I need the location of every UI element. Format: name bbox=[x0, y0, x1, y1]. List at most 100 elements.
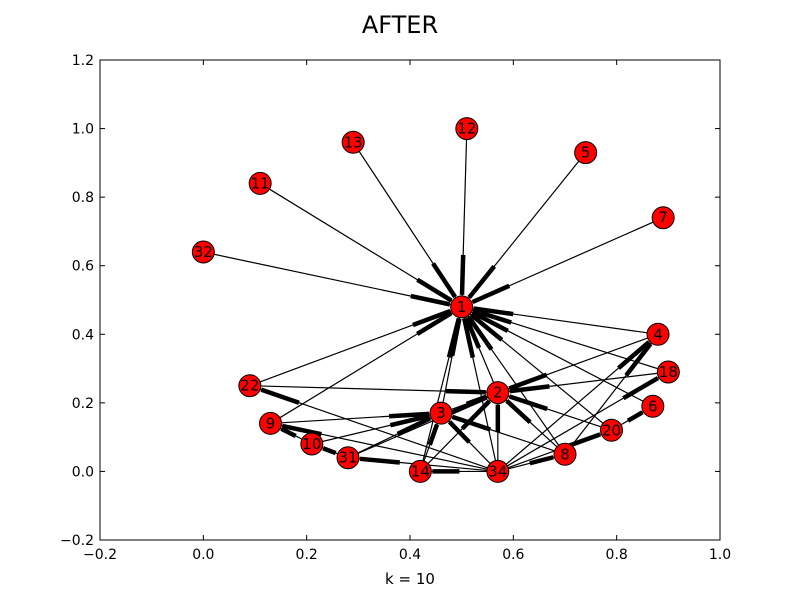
y-tick-label: 1.0 bbox=[72, 122, 94, 138]
x-tick-label: 0.2 bbox=[296, 547, 318, 563]
node-14: 14 bbox=[408, 459, 432, 483]
edge-18-34 bbox=[497, 371, 669, 472]
node-label-18: 18 bbox=[659, 363, 678, 381]
x-tick-label: 1.0 bbox=[709, 547, 731, 563]
axis-ticks: −0.2 0.0 0.2 0.4 0.6 0.8 1.0 −0.2 0.0 0.2 0.4 0.6 0.… bbox=[60, 53, 731, 563]
node-label-22: 22 bbox=[240, 377, 259, 395]
edge-1-6 bbox=[461, 306, 654, 407]
node-10: 10 bbox=[300, 432, 324, 456]
node-circle-20 bbox=[600, 418, 623, 442]
node-circle-12 bbox=[455, 117, 479, 141]
x-axis-label: k = 10 bbox=[385, 570, 435, 588]
node-label-12: 12 bbox=[457, 120, 476, 138]
node-label-1: 1 bbox=[457, 298, 467, 316]
edge-3-10 bbox=[311, 412, 442, 445]
node-11: 11 bbox=[248, 171, 272, 195]
edge-1-32 bbox=[203, 251, 462, 308]
node-circle-7 bbox=[651, 206, 675, 230]
x-tick-label: 0.0 bbox=[192, 547, 214, 563]
edge-1-22 bbox=[249, 306, 462, 387]
edge-22-34 bbox=[249, 385, 499, 472]
edge-2-18 bbox=[497, 371, 669, 394]
y-tick-label: 1.2 bbox=[72, 53, 94, 69]
node-32: 32 bbox=[191, 240, 215, 264]
edge-1-12 bbox=[459, 128, 468, 307]
node-label-20: 20 bbox=[602, 421, 621, 439]
edge-3-8 bbox=[440, 412, 566, 455]
node-12: 12 bbox=[455, 117, 479, 141]
edge-9-34 bbox=[270, 422, 498, 473]
node-13: 13 bbox=[341, 130, 365, 154]
edge-1-11 bbox=[259, 182, 462, 308]
node-circle-22 bbox=[238, 374, 262, 398]
node-8: 8 bbox=[553, 442, 577, 466]
node-6: 6 bbox=[641, 394, 665, 418]
x-tick-label: −0.2 bbox=[83, 547, 117, 563]
node-circle-34 bbox=[486, 459, 510, 483]
edge-2-31 bbox=[347, 392, 499, 459]
node-label-5: 5 bbox=[581, 144, 591, 162]
node-label-3: 3 bbox=[436, 404, 446, 422]
node-label-2: 2 bbox=[493, 384, 503, 402]
edge-4-34 bbox=[497, 333, 659, 472]
edge-1-14 bbox=[419, 306, 463, 472]
node-circle-18 bbox=[656, 360, 680, 384]
edge-2-20 bbox=[497, 392, 612, 431]
figure-title: AFTER bbox=[362, 11, 438, 39]
edge-3-34 bbox=[440, 412, 499, 472]
y-tick-label: 0.8 bbox=[72, 190, 94, 206]
edge-1-34 bbox=[461, 306, 499, 472]
edge-2-22 bbox=[249, 385, 498, 395]
edge-1-7 bbox=[461, 217, 664, 308]
edge-1-4 bbox=[461, 306, 659, 335]
node-31: 31 bbox=[336, 446, 360, 470]
edge-8-34 bbox=[497, 453, 566, 473]
node-circle-5 bbox=[574, 141, 598, 165]
edge-1-8 bbox=[461, 306, 566, 455]
node-7: 7 bbox=[651, 206, 675, 230]
node-label-34: 34 bbox=[488, 462, 507, 480]
node-circle-31 bbox=[336, 446, 360, 470]
edge-2-8 bbox=[497, 392, 566, 455]
node-circle-32 bbox=[191, 240, 215, 264]
node-circle-1 bbox=[450, 295, 474, 319]
node-9: 9 bbox=[259, 411, 282, 435]
edge-1-18 bbox=[461, 306, 669, 373]
node-circle-3 bbox=[429, 401, 453, 425]
y-tick-label: 0.4 bbox=[72, 327, 94, 343]
x-tick-label: 0.6 bbox=[502, 547, 524, 563]
y-tick-label: 0.2 bbox=[72, 396, 94, 412]
node-label-31: 31 bbox=[338, 449, 357, 467]
edges-layer bbox=[203, 128, 669, 474]
node-4: 4 bbox=[646, 322, 670, 346]
node-label-10: 10 bbox=[302, 435, 321, 453]
node-2: 2 bbox=[486, 381, 510, 405]
node-circle-9 bbox=[259, 411, 282, 435]
node-20: 20 bbox=[600, 418, 623, 442]
edge-1-2 bbox=[461, 306, 499, 393]
node-circle-13 bbox=[341, 130, 365, 154]
node-circle-14 bbox=[408, 459, 432, 483]
node-circle-11 bbox=[248, 171, 272, 195]
edge-4-8 bbox=[564, 333, 659, 455]
node-label-11: 11 bbox=[251, 174, 270, 192]
edge-3-9 bbox=[270, 411, 442, 425]
node-label-6: 6 bbox=[648, 397, 658, 415]
x-tick-label: 0.8 bbox=[606, 547, 628, 563]
node-5: 5 bbox=[574, 141, 598, 165]
y-tick-label: 0.0 bbox=[72, 464, 94, 480]
node-label-13: 13 bbox=[344, 133, 363, 151]
node-circle-10 bbox=[300, 432, 324, 456]
node-circle-2 bbox=[486, 381, 510, 405]
y-tick-label: 0.6 bbox=[72, 259, 94, 275]
node-22: 22 bbox=[238, 374, 262, 398]
node-label-4: 4 bbox=[653, 325, 663, 343]
node-circle-6 bbox=[641, 394, 665, 418]
x-tick-label: 0.4 bbox=[399, 547, 421, 563]
node-3: 3 bbox=[429, 401, 453, 425]
node-18: 18 bbox=[656, 360, 680, 384]
node-1: 1 bbox=[450, 295, 474, 319]
y-tick-label: −0.2 bbox=[60, 533, 94, 549]
